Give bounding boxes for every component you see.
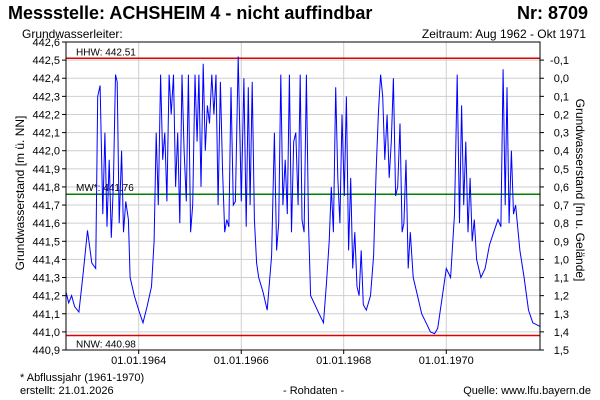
aquifer-label: Grundwasserleiter: <box>22 27 123 41</box>
page-title: Messstelle: ACHSHEIM 4 - nicht auffindba… <box>8 3 373 23</box>
y-axis-left: 440,9 441,0 441,1 441,2 441,3 441,4 441,5 441,6… <box>32 37 66 357</box>
y-tick-label-right: 0,2 <box>554 109 569 121</box>
y-tick-label-left: 441,3 <box>32 273 60 285</box>
y-tick-label-right: 0,9 <box>554 236 569 248</box>
y-tick-label-left: 440,9 <box>32 345 60 357</box>
y-tick-label-right: 1,0 <box>554 254 569 266</box>
source-label: Quelle: www.lfu.bayern.de <box>463 385 591 397</box>
reference-line-label: HHW: 442.51 <box>76 47 136 58</box>
y-tick-label-left: 441,7 <box>32 200 60 212</box>
y-tick-label-right: 0,6 <box>554 182 569 194</box>
footnote: * Abflussjahr (1961-1970) <box>20 372 145 384</box>
reference-line-label: NNW: 440.98 <box>76 340 136 351</box>
x-tick-label: 01.01.1970 <box>419 355 474 367</box>
y-tick-label-right: 1,4 <box>554 327 569 339</box>
y-tick-label-left: 442,0 <box>32 146 60 158</box>
x-tick-label: 01.01.1966 <box>214 355 269 367</box>
y-axis-label-right: Grundwasserstand [m u. Gelände] <box>573 99 587 282</box>
y-tick-label-right: 0,8 <box>554 218 569 230</box>
y-tick-label-right: 0,0 <box>554 73 569 85</box>
y-tick-label-right: 1,3 <box>554 309 569 321</box>
y-tick-label-right: 0,3 <box>554 128 569 140</box>
y-tick-label-left: 442,2 <box>32 109 60 121</box>
period-label: Zeitraum: Aug 1962 - Okt 1971 <box>421 27 586 41</box>
plot-frame <box>65 41 541 351</box>
reference-line-label: MW*: 441.76 <box>76 183 134 194</box>
y-axis-right: -0,1 0,0 0,1 0,2 0,3 0,4 0,5 0,6 0,7 0,8 0,9 1,0 1,1… <box>540 55 569 357</box>
y-axis-label-left: Grundwasserstand [m ü. NN] <box>13 116 27 271</box>
y-tick-label-left: 441,0 <box>32 327 60 339</box>
y-tick-label-right: 1,5 <box>554 345 569 357</box>
y-tick-label-right: 1,1 <box>554 273 569 285</box>
y-tick-label-right: 0,4 <box>554 146 569 158</box>
y-tick-label-left: 441,4 <box>32 254 60 266</box>
y-tick-label-right: 1,2 <box>554 291 569 303</box>
y-tick-label-left: 441,8 <box>32 182 60 194</box>
x-tick-label: 01.01.1964 <box>111 355 166 367</box>
reference-lines: HHW: 442.51 MW*: 441.76 NNW: 440.98 <box>66 47 540 351</box>
y-tick-label-right: -0,1 <box>550 55 569 67</box>
y-tick-label-right: 0,5 <box>554 164 569 176</box>
y-tick-label-right: 0,1 <box>554 91 569 103</box>
y-tick-label-left: 441,5 <box>32 236 60 248</box>
y-tick-label-left: 442,1 <box>32 128 60 140</box>
created-date: erstellt: 21.01.2026 <box>20 385 114 397</box>
y-tick-label-left: 442,4 <box>32 73 60 85</box>
series-line <box>65 56 541 335</box>
y-tick-label-left: 441,2 <box>32 291 60 303</box>
x-tick-label: 01.01.1968 <box>316 355 371 367</box>
y-tick-label-right: 0,7 <box>554 200 569 212</box>
y-tick-label-left: 441,6 <box>32 218 60 230</box>
x-axis: 01.01.1964 01.01.1966 01.01.1968 01.01.1970 <box>111 350 474 367</box>
y-tick-label-left: 441,1 <box>32 309 60 321</box>
rawdata-label: - Rohdaten - <box>283 385 345 397</box>
station-number: Nr: 8709 <box>516 3 588 23</box>
y-tick-label-left: 441,9 <box>32 164 60 176</box>
y-tick-label-left: 442,6 <box>32 37 60 49</box>
y-tick-label-left: 442,5 <box>32 55 60 67</box>
y-tick-label-left: 442,3 <box>32 91 60 103</box>
